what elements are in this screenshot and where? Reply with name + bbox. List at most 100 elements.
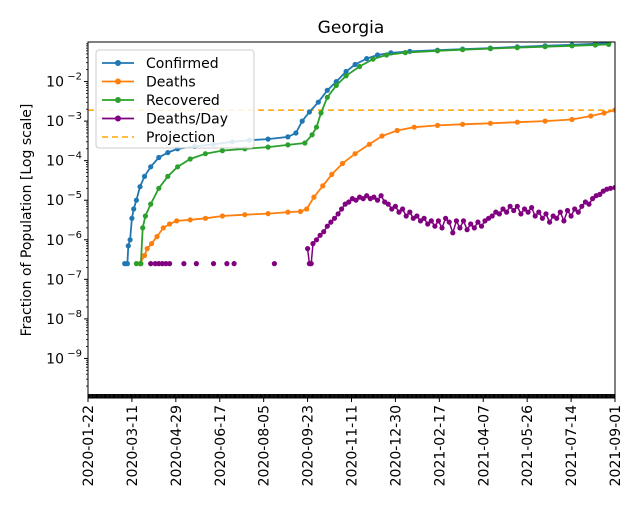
legend-label: Recovered — [146, 93, 220, 109]
data-point-deaths-day — [308, 261, 314, 267]
data-point-deaths-day — [529, 205, 535, 211]
data-point-recovered — [460, 47, 466, 53]
data-point-recovered — [138, 261, 144, 267]
data-point-deaths-day — [385, 201, 391, 207]
y-tick-label: 10 — [46, 193, 64, 209]
series-recovered — [133, 42, 612, 267]
data-point-recovered — [434, 48, 441, 54]
legend-label: Confirmed — [146, 56, 219, 72]
data-point-deaths-day — [421, 215, 427, 221]
data-point-deaths — [320, 183, 326, 189]
data-point-deaths-day — [471, 225, 477, 231]
axes: 2020-01-22 2020-03-11 2020-04-29 2020-06-17… — [46, 41, 624, 486]
x-tick-label: 2020-04-29 — [169, 405, 185, 486]
data-point-recovered — [487, 46, 493, 52]
data-point-deaths-day — [489, 213, 495, 219]
data-point-deaths-day — [525, 209, 531, 215]
x-tick-label: 2020-06-17 — [213, 405, 229, 486]
data-point-deaths-day — [317, 232, 323, 238]
data-point-deaths-day — [450, 230, 456, 236]
y-tick-exponent: −3 — [67, 111, 82, 122]
data-point-deaths-day — [328, 219, 334, 225]
data-point-confirmed — [124, 261, 130, 267]
data-point-deaths-day — [224, 261, 230, 267]
y-tick-exponent: −4 — [67, 151, 82, 162]
data-point-deaths-day — [414, 213, 420, 219]
legend-label: Deaths/Day — [146, 112, 228, 128]
data-point-recovered — [156, 185, 162, 191]
data-point-deaths-day — [572, 206, 578, 212]
data-point-deaths — [187, 217, 193, 223]
data-point-deaths-day — [536, 209, 542, 215]
data-point-deaths-day — [464, 227, 470, 233]
data-point-deaths-day — [428, 218, 434, 224]
data-point-deaths-day — [446, 219, 452, 225]
data-point-deaths-day — [460, 218, 467, 224]
data-point-recovered — [148, 201, 154, 207]
data-point-deaths-day — [231, 261, 237, 267]
data-point-deaths-day — [507, 203, 513, 209]
data-point-confirmed — [306, 109, 312, 115]
data-point-recovered — [202, 151, 208, 157]
data-point-deaths-day — [564, 207, 571, 214]
y-tick-label: 10 — [46, 312, 64, 328]
x-tick-label: 2021-07-14 — [564, 405, 580, 486]
data-point-deaths — [569, 116, 575, 123]
y-axis-label: Fraction of Population [Log scale] — [19, 104, 35, 337]
legend-label: Deaths — [146, 75, 196, 91]
data-point-recovered — [402, 50, 408, 56]
data-point-confirmed — [324, 87, 330, 93]
data-point-confirmed — [129, 215, 135, 221]
data-point-confirmed — [374, 52, 381, 58]
data-point-deaths — [242, 212, 248, 218]
data-point-deaths-day — [482, 218, 488, 224]
data-point-deaths-day — [210, 261, 217, 267]
data-point-deaths-day — [554, 215, 560, 221]
data-point-deaths — [352, 151, 358, 157]
data-point-deaths-day — [475, 219, 481, 225]
data-point-deaths — [329, 171, 335, 177]
y-tick-exponent: −9 — [67, 348, 82, 359]
data-point-confirmed — [299, 118, 305, 124]
data-point-recovered — [133, 261, 139, 267]
data-point-deaths — [542, 118, 548, 124]
legend-entry-projection: Projection — [102, 130, 215, 146]
series-deaths-day — [148, 184, 615, 267]
data-point-deaths-day — [271, 261, 277, 267]
data-point-recovered — [165, 173, 171, 179]
legend-box — [95, 49, 255, 149]
y-tick-exponent: −2 — [67, 72, 82, 83]
data-point-deaths-day — [532, 213, 538, 219]
data-point-deaths-day — [453, 218, 459, 224]
x-tick-label: 2021-02-17 — [432, 405, 448, 486]
data-point-recovered — [175, 164, 181, 170]
data-point-deaths-day — [575, 209, 581, 215]
data-point-deaths-day — [364, 193, 370, 199]
data-point-deaths — [160, 225, 166, 231]
y-tick-label: 10 — [46, 154, 64, 170]
data-point-deaths-day — [586, 201, 592, 207]
data-point-deaths-day — [181, 261, 187, 267]
y-tick-label: 10 — [46, 351, 64, 367]
legend-entry-confirmed: Confirmed — [102, 56, 219, 72]
data-point-deaths-day — [378, 193, 384, 199]
data-point-recovered — [187, 156, 193, 162]
chart-title: Georgia — [318, 18, 385, 38]
data-point-deaths-day — [392, 203, 398, 209]
data-point-deaths-day — [360, 196, 366, 202]
data-point-recovered — [140, 225, 146, 231]
data-point-recovered — [542, 44, 548, 50]
x-tick-label: 2020-01-22 — [81, 405, 97, 486]
data-point-deaths-day — [159, 261, 165, 267]
y-tick-exponent: −5 — [67, 190, 82, 201]
data-point-deaths-day — [396, 209, 402, 215]
data-point-deaths-day — [547, 219, 553, 225]
data-point-deaths-day — [568, 213, 574, 219]
data-point-deaths — [174, 218, 180, 224]
data-point-deaths-day — [148, 261, 154, 267]
data-point-deaths — [311, 194, 317, 200]
data-point-deaths-day — [374, 197, 381, 203]
data-point-deaths-day — [193, 261, 199, 267]
data-point-deaths-day — [389, 206, 395, 212]
